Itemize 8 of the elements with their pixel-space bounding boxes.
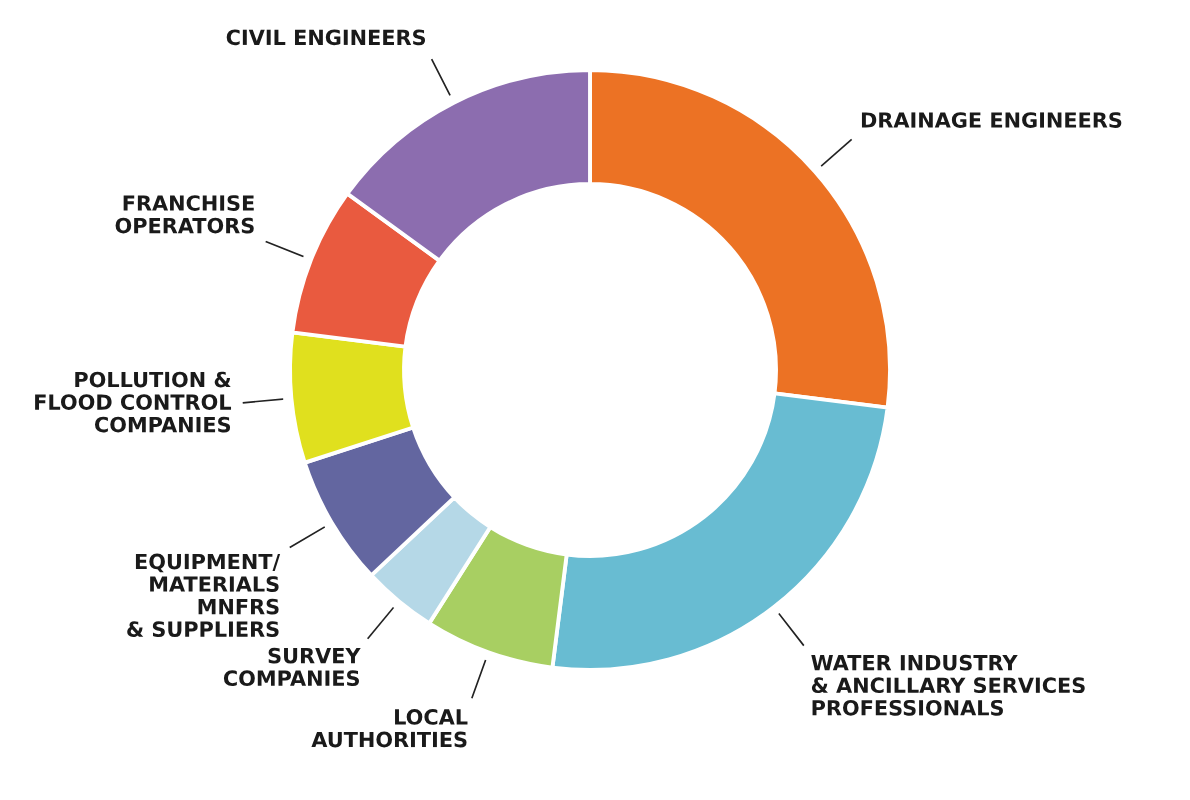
slice-label: FRANCHISE OPERATORS: [115, 195, 254, 234]
slice-label: LOCAL AUTHORITIES: [311, 709, 468, 748]
slice-label: EQUIPMENT/ MATERIALS MNFRS & SUPPLIERS: [127, 553, 281, 637]
slice-label: POLLUTION & FLOOD CONTROL COMPANIES: [35, 371, 232, 433]
slice-label: SURVEY COMPANIES: [223, 647, 361, 687]
slice-label: CIVIL ENGINEERS: [226, 29, 426, 46]
slice-label: DRAINAGE ENGINEERS: [861, 112, 1122, 128]
slice-label: WATER INDUSTRY & ANCILLARY SERVICES PROFESSIONALS: [811, 654, 1085, 716]
